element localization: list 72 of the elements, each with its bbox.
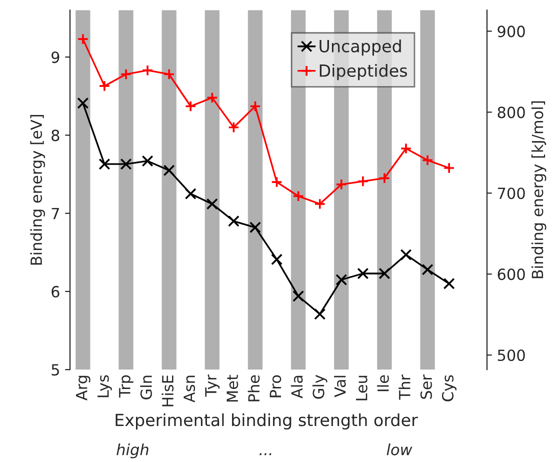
y-tick-label: 7 bbox=[52, 208, 59, 220]
x-tick-label: Lys bbox=[98, 375, 112, 398]
point bbox=[142, 64, 154, 76]
x-tick-label: Val bbox=[334, 376, 346, 398]
point bbox=[206, 198, 218, 210]
x-tick-label: Leu bbox=[356, 376, 368, 400]
text: high bbox=[116, 444, 148, 458]
point bbox=[228, 122, 240, 134]
point bbox=[98, 158, 110, 170]
y2-tick-label: 600 bbox=[498, 268, 525, 280]
x-tick-label: Ile bbox=[377, 375, 389, 392]
x-axis-title: Experimental binding strength order bbox=[116, 413, 418, 430]
x-tick-label: Cys bbox=[442, 375, 456, 402]
text: ... bbox=[260, 453, 272, 456]
y2-tick-label: 800 bbox=[498, 106, 525, 118]
point bbox=[422, 154, 434, 166]
text: low bbox=[386, 444, 412, 456]
y-tick-label: 6 bbox=[52, 286, 60, 298]
point bbox=[120, 158, 132, 170]
x-tick-label: Ser bbox=[420, 374, 432, 399]
point bbox=[400, 248, 412, 260]
y2-tick-label: 700 bbox=[498, 188, 525, 200]
point bbox=[77, 97, 89, 109]
point bbox=[357, 176, 369, 188]
point bbox=[292, 290, 304, 302]
point bbox=[314, 198, 326, 210]
y2-tick-label: 900 bbox=[498, 26, 525, 38]
point bbox=[378, 172, 390, 184]
y-axis-title: Binding energy [eV] bbox=[30, 114, 45, 265]
x-tick-label: HisE bbox=[162, 375, 174, 406]
x-tick-label: Arg bbox=[76, 376, 90, 401]
y-tick-label: 8 bbox=[52, 130, 60, 142]
x-tick-label: Ala bbox=[290, 376, 303, 398]
y-tick-label: 9 bbox=[52, 52, 60, 64]
point bbox=[314, 308, 326, 320]
point bbox=[142, 155, 154, 167]
point bbox=[184, 188, 196, 200]
x-tick-label: Trp bbox=[119, 375, 134, 398]
point bbox=[163, 68, 175, 80]
point bbox=[336, 274, 348, 286]
x-tick-label: Met bbox=[226, 374, 238, 402]
point bbox=[120, 68, 132, 80]
point bbox=[271, 176, 283, 188]
y2-axis-title: Binding energy [kJ/mol] bbox=[531, 101, 546, 278]
point bbox=[228, 215, 240, 227]
point bbox=[163, 164, 175, 176]
x-tick-label: Thr bbox=[398, 374, 410, 400]
y-tick-label: 5 bbox=[52, 364, 59, 376]
point bbox=[422, 264, 434, 276]
x-tick-label: Gly bbox=[312, 374, 328, 399]
point bbox=[271, 254, 283, 266]
point bbox=[292, 190, 304, 202]
x-tick-label: Tyr bbox=[205, 374, 220, 397]
x-tick-label: Asn bbox=[184, 376, 196, 402]
point bbox=[357, 268, 369, 280]
x-tick-label: Gln bbox=[140, 376, 152, 400]
legend-label: Uncapped bbox=[320, 40, 401, 56]
point bbox=[184, 100, 196, 112]
point bbox=[77, 33, 89, 45]
x-tick-label: Phe bbox=[248, 375, 260, 402]
y2-tick-label: 500 bbox=[498, 349, 525, 362]
point bbox=[98, 80, 110, 92]
point bbox=[400, 142, 412, 154]
legend-label: Dipeptides bbox=[320, 64, 407, 80]
point bbox=[443, 162, 455, 174]
point bbox=[206, 92, 218, 104]
point bbox=[336, 178, 348, 190]
x-tick-label: Pro bbox=[270, 375, 282, 398]
point bbox=[249, 100, 261, 112]
point bbox=[378, 268, 390, 280]
point bbox=[249, 222, 261, 234]
point bbox=[443, 278, 455, 290]
